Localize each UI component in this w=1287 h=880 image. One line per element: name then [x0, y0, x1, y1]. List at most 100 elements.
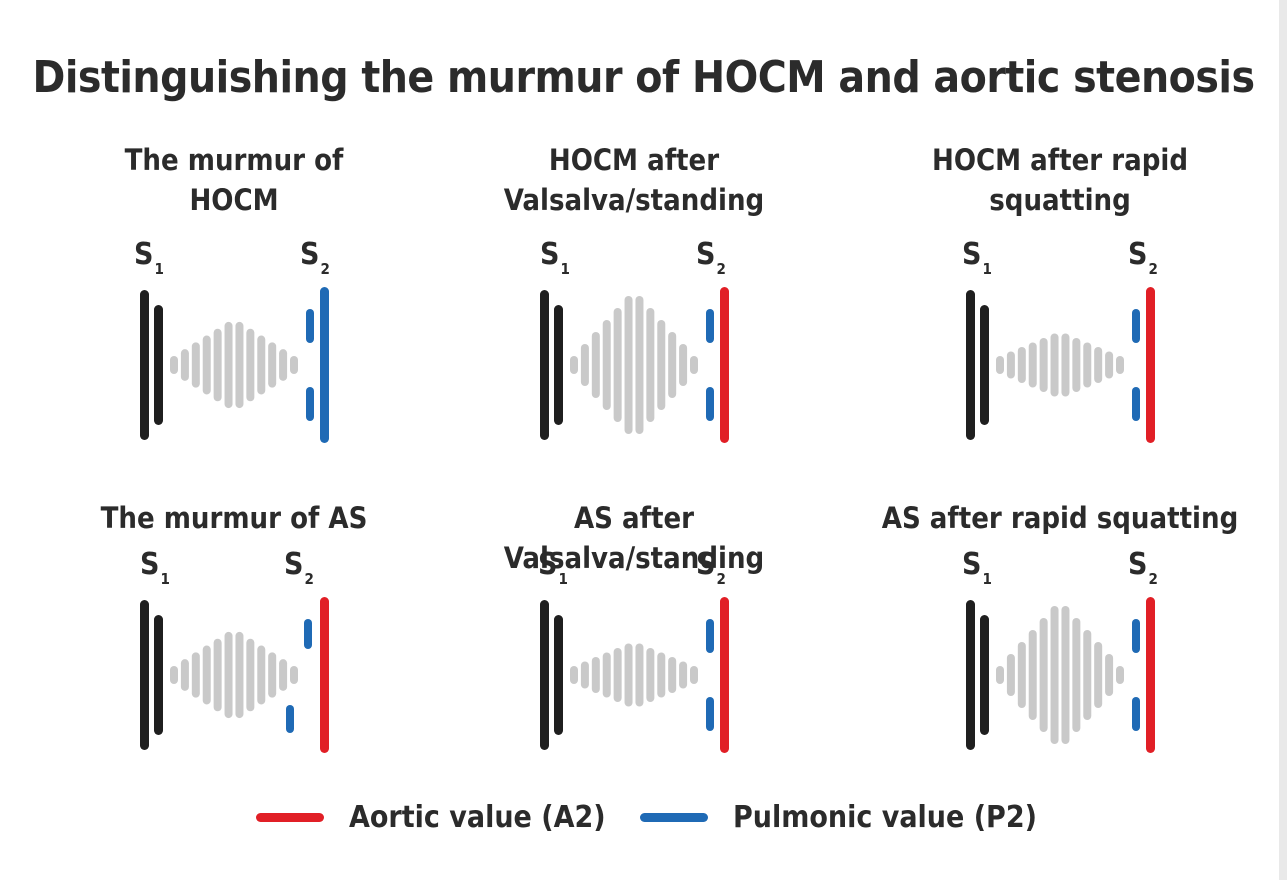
murmur-bar [1094, 642, 1103, 708]
panel-title: The murmur of AS [100, 501, 368, 535]
murmur-bar [624, 296, 633, 434]
murmur-bar [1061, 606, 1070, 744]
pulmonic-split-bar [706, 387, 714, 421]
murmur-bar [570, 666, 578, 684]
legend-item-aortic: Aortic value (A2) [256, 800, 606, 835]
murmur-bar [1050, 333, 1059, 397]
pulmonic-split-bar [286, 705, 294, 733]
murmur-bar [268, 342, 277, 388]
panel-title: HOCM after rapid squatting [931, 143, 1189, 217]
murmur-bar [580, 661, 589, 689]
s1-sound-bar [154, 305, 163, 425]
pulmonic-split-bar [1132, 619, 1140, 653]
pulmonic-split-bar [706, 697, 714, 731]
murmur-bar [1039, 618, 1048, 732]
legend-label: Pulmonic value (P2) [733, 800, 1037, 835]
murmur-bar [624, 643, 633, 707]
right-edge-divider [1279, 0, 1287, 880]
murmur-bar [191, 652, 200, 698]
murmur-bar [290, 666, 298, 684]
panel-title: The murmur of HOCM [124, 143, 344, 217]
s1-sound-bar [980, 615, 989, 735]
murmur-bar [1116, 666, 1124, 684]
murmur-bar [1006, 351, 1015, 379]
murmur-bar [224, 321, 233, 409]
s1-sound-bar [980, 305, 989, 425]
murmur-bar [1017, 347, 1026, 383]
pulmonic-split-bar [306, 309, 314, 343]
murmur-bar [279, 349, 288, 381]
murmur-bar [690, 356, 698, 374]
murmur-bar [690, 666, 698, 684]
murmur-bar [613, 648, 622, 702]
murmur-bar [224, 631, 233, 719]
s2-sound-bar [1146, 287, 1155, 443]
murmur-bar [646, 308, 655, 422]
pulmonic-swatch [640, 813, 708, 822]
s1-label: S1 [540, 237, 570, 279]
murmur-bar [257, 335, 266, 395]
s2-label: S2 [696, 237, 726, 279]
murmur-bar [235, 631, 244, 719]
murmur-bar [202, 335, 211, 395]
s1-label: S1 [538, 547, 568, 589]
murmur-bar [635, 643, 644, 707]
murmur-bar [679, 344, 688, 386]
murmur-bar [268, 652, 277, 698]
pulmonic-split-bar [304, 619, 312, 649]
pulmonic-split-bar [1132, 309, 1140, 343]
murmur-bar [235, 321, 244, 409]
murmur-bar [1006, 654, 1015, 696]
s1-sound-bar [540, 290, 549, 440]
murmur-bar [180, 659, 189, 691]
figure-title: Distinguishing the murmur of HOCM and ao… [32, 52, 1255, 103]
phonocardiogram [540, 287, 729, 443]
pulmonic-split-bar [706, 619, 714, 653]
murmur-bar [170, 356, 178, 374]
murmur-bar [602, 320, 611, 410]
s2-sound-bar [320, 287, 329, 443]
murmur-bar [279, 659, 288, 691]
panel-title: AS after rapid squatting [881, 501, 1239, 535]
pulmonic-split-bar [306, 387, 314, 421]
s1-label: S1 [140, 547, 170, 589]
murmur-bar [1061, 333, 1070, 397]
panel-title: AS after Valsalva/standing [503, 501, 765, 575]
s1-label: S1 [962, 547, 992, 589]
s1-sound-bar [554, 615, 563, 735]
murmur-bar [657, 652, 666, 698]
s1-label: S1 [134, 237, 164, 279]
murmur-bar [202, 645, 211, 705]
s1-sound-bar [140, 600, 149, 750]
murmur-bar [1072, 338, 1081, 392]
murmur-bar [570, 356, 578, 374]
murmur-bar [1094, 347, 1103, 383]
phonocardiogram [966, 287, 1155, 443]
murmur-bar [1017, 642, 1026, 708]
s2-sound-bar [1146, 597, 1155, 753]
s2-label: S2 [284, 547, 314, 589]
s1-label: S1 [962, 237, 992, 279]
s1-sound-bar [554, 305, 563, 425]
s1-sound-bar [154, 615, 163, 735]
s1-sound-bar [540, 600, 549, 750]
murmur-bar [1028, 342, 1037, 388]
s2-sound-bar [720, 287, 729, 443]
phonocardiogram [540, 597, 729, 753]
murmur-bar [180, 349, 189, 381]
murmur-bar [290, 356, 298, 374]
s2-label: S2 [300, 237, 330, 279]
phonocardiogram [140, 597, 329, 753]
s1-sound-bar [140, 290, 149, 440]
murmur-bar [246, 638, 255, 712]
s2-label: S2 [696, 547, 726, 589]
murmur-bar [996, 356, 1004, 374]
murmur-bar [1028, 630, 1037, 720]
murmur-bar [213, 328, 222, 402]
murmur-bar [257, 645, 266, 705]
legend-label: Aortic value (A2) [349, 800, 606, 835]
murmur-bar [635, 296, 644, 434]
murmur-bar [1083, 342, 1092, 388]
aortic-swatch [256, 813, 324, 822]
murmur-bar [1083, 630, 1092, 720]
